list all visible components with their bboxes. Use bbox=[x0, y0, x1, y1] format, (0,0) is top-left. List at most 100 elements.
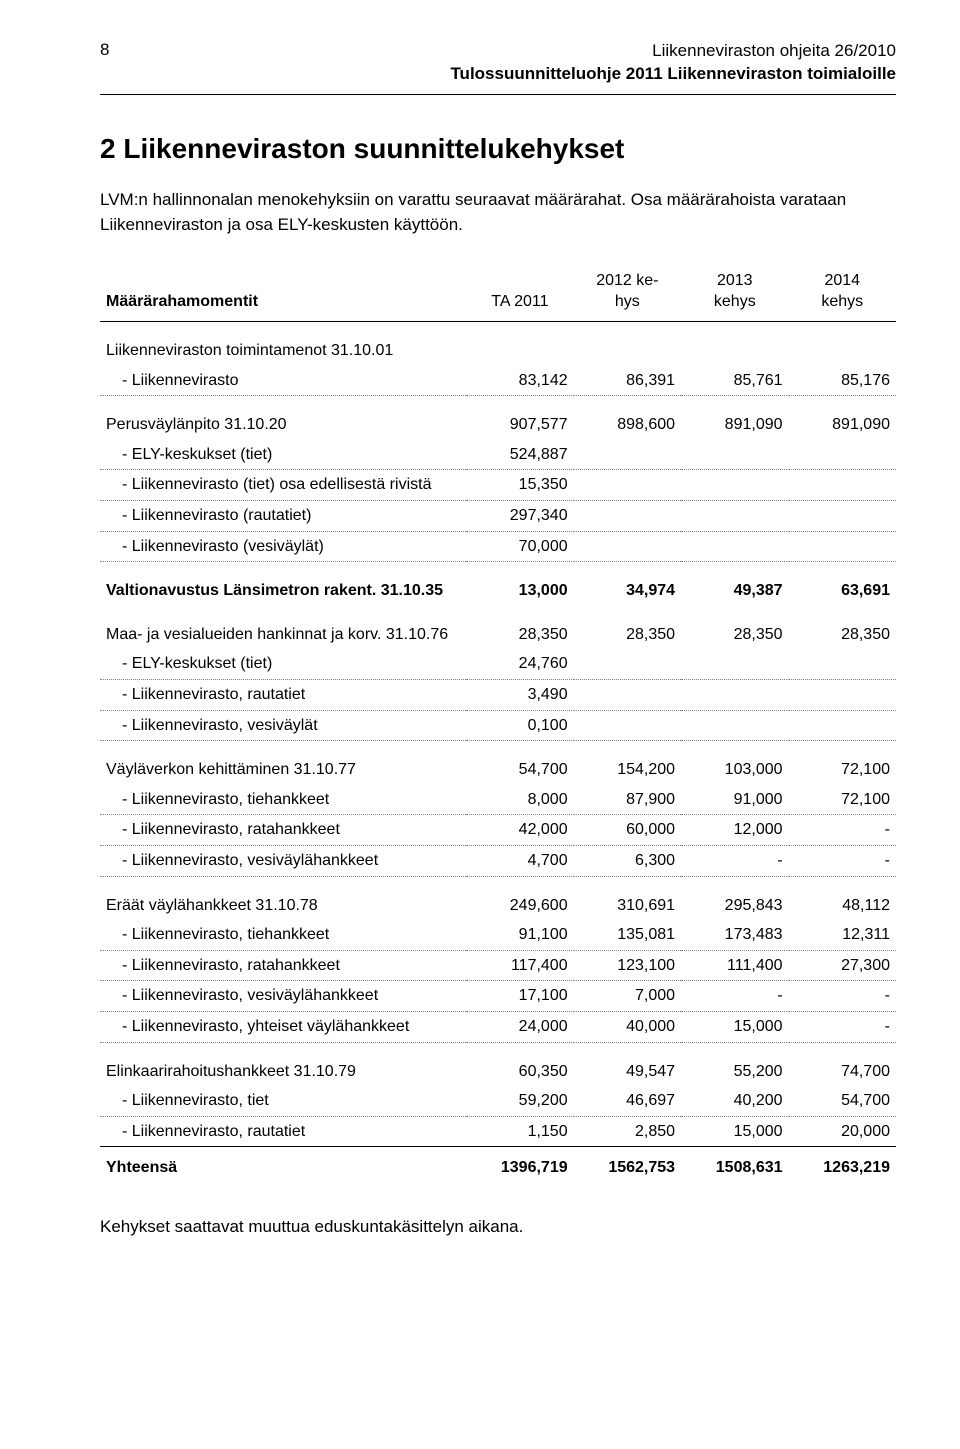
group-header-row: Perusväylänpito 31.10.20907,577898,60089… bbox=[100, 396, 896, 440]
group-value: 28,350 bbox=[466, 606, 573, 650]
header-title: Liikenneviraston ohjeita 26/2010 bbox=[450, 40, 896, 63]
group-value: 55,200 bbox=[681, 1042, 788, 1086]
group-value: 28,350 bbox=[789, 606, 896, 650]
row-value bbox=[789, 440, 896, 470]
group-value: 898,600 bbox=[574, 396, 681, 440]
budget-table: Määrärahamomentit TA 2011 2012 ke-hys 20… bbox=[100, 266, 896, 1183]
row-value: 524,887 bbox=[466, 440, 573, 470]
group-value: 103,000 bbox=[681, 741, 788, 785]
row-label: - Liikennevirasto, rautatiet bbox=[100, 680, 466, 711]
row-value: 6,300 bbox=[574, 845, 681, 876]
group-value: 63,691 bbox=[789, 562, 896, 606]
group-value: 48,112 bbox=[789, 876, 896, 920]
group-label: Valtionavustus Länsimetron rakent. 31.10… bbox=[100, 562, 466, 606]
row-value: 40,200 bbox=[681, 1086, 788, 1116]
group-value: 74,700 bbox=[789, 1042, 896, 1086]
row-value bbox=[681, 680, 788, 711]
table-row: - ELY-keskukset (tiet)524,887 bbox=[100, 440, 896, 470]
group-value: 310,691 bbox=[574, 876, 681, 920]
row-value: 46,697 bbox=[574, 1086, 681, 1116]
total-label: Yhteensä bbox=[100, 1147, 466, 1183]
table-row: - Liikennevirasto (vesiväylät)70,000 bbox=[100, 531, 896, 562]
group-value: 907,577 bbox=[466, 396, 573, 440]
col-year-0: TA 2011 bbox=[466, 266, 573, 322]
col-year-1-text: 2012 ke-hys bbox=[596, 272, 658, 311]
row-value bbox=[574, 710, 681, 741]
table-row: - Liikennevirasto, vesiväylähankkeet17,1… bbox=[100, 981, 896, 1012]
group-label: Eräät väylähankkeet 31.10.78 bbox=[100, 876, 466, 920]
row-value bbox=[789, 649, 896, 679]
row-value: - bbox=[681, 981, 788, 1012]
row-value bbox=[789, 501, 896, 532]
row-value bbox=[681, 531, 788, 562]
row-value bbox=[789, 710, 896, 741]
group-header-row: Valtionavustus Länsimetron rakent. 31.10… bbox=[100, 562, 896, 606]
group-value bbox=[574, 322, 681, 366]
total-value: 1508,631 bbox=[681, 1147, 788, 1183]
group-value bbox=[466, 322, 573, 366]
table-row: - Liikennevirasto, vesiväylähankkeet4,70… bbox=[100, 845, 896, 876]
row-value: 59,200 bbox=[466, 1086, 573, 1116]
table-row: - Liikennevirasto, tiet59,20046,69740,20… bbox=[100, 1086, 896, 1116]
row-label: - Liikennevirasto, tiet bbox=[100, 1086, 466, 1116]
table-row: - Liikennevirasto (rautatiet)297,340 bbox=[100, 501, 896, 532]
table-body: Liikenneviraston toimintamenot 31.10.01 -… bbox=[100, 322, 896, 1183]
row-value bbox=[681, 649, 788, 679]
row-label: - Liikennevirasto, tiehankkeet bbox=[100, 920, 466, 950]
row-value: 24,000 bbox=[466, 1011, 573, 1042]
row-value: 91,000 bbox=[681, 785, 788, 815]
row-value: 85,176 bbox=[789, 366, 896, 396]
row-label: - Liikennevirasto, vesiväylät bbox=[100, 710, 466, 741]
group-value: 49,387 bbox=[681, 562, 788, 606]
row-value: 20,000 bbox=[789, 1116, 896, 1147]
row-value: - bbox=[789, 1011, 896, 1042]
row-value: 15,000 bbox=[681, 1116, 788, 1147]
row-value: 0,100 bbox=[466, 710, 573, 741]
table-header-row: Määrärahamomentit TA 2011 2012 ke-hys 20… bbox=[100, 266, 896, 322]
row-label: - Liikennevirasto (tiet) osa edellisestä… bbox=[100, 470, 466, 501]
col-label: Määrärahamomentit bbox=[100, 266, 466, 322]
row-value: 173,483 bbox=[681, 920, 788, 950]
total-value: 1396,719 bbox=[466, 1147, 573, 1183]
total-value: 1263,219 bbox=[789, 1147, 896, 1183]
group-value: 891,090 bbox=[789, 396, 896, 440]
group-header-row: Maa- ja vesialueiden hankinnat ja korv. … bbox=[100, 606, 896, 650]
group-value: 295,843 bbox=[681, 876, 788, 920]
group-value: 34,974 bbox=[574, 562, 681, 606]
group-value bbox=[681, 322, 788, 366]
col-year-2-text: 2013kehys bbox=[714, 272, 756, 311]
row-value bbox=[574, 470, 681, 501]
row-value: 40,000 bbox=[574, 1011, 681, 1042]
table-row: - Liikennevirasto, ratahankkeet117,40012… bbox=[100, 950, 896, 981]
header-block: Liikenneviraston ohjeita 26/2010 Tulossu… bbox=[450, 40, 896, 86]
row-value bbox=[681, 440, 788, 470]
table-row: - Liikennevirasto, yhteiset väylähankkee… bbox=[100, 1011, 896, 1042]
row-label: - Liikennevirasto, vesiväylähankkeet bbox=[100, 981, 466, 1012]
group-header-row: Liikenneviraston toimintamenot 31.10.01 bbox=[100, 322, 896, 366]
row-value: 135,081 bbox=[574, 920, 681, 950]
col-year-3: 2014kehys bbox=[789, 266, 896, 322]
col-year-1: 2012 ke-hys bbox=[574, 266, 681, 322]
group-value: 28,350 bbox=[574, 606, 681, 650]
row-value: 83,142 bbox=[466, 366, 573, 396]
row-label: - Liikennevirasto, ratahankkeet bbox=[100, 950, 466, 981]
header-rule bbox=[100, 94, 896, 95]
total-row: Yhteensä1396,7191562,7531508,6311263,219 bbox=[100, 1147, 896, 1183]
row-value: 111,400 bbox=[681, 950, 788, 981]
row-value: 27,300 bbox=[789, 950, 896, 981]
row-value: 1,150 bbox=[466, 1116, 573, 1147]
row-value: 2,850 bbox=[574, 1116, 681, 1147]
row-value: 7,000 bbox=[574, 981, 681, 1012]
total-value: 1562,753 bbox=[574, 1147, 681, 1183]
group-value: 13,000 bbox=[466, 562, 573, 606]
group-value: 891,090 bbox=[681, 396, 788, 440]
group-label: Elinkaarirahoitushankkeet 31.10.79 bbox=[100, 1042, 466, 1086]
table-row: - ELY-keskukset (tiet)24,760 bbox=[100, 649, 896, 679]
group-label: Liikenneviraston toimintamenot 31.10.01 bbox=[100, 322, 466, 366]
table-row: - Liikennevirasto, tiehankkeet8,00087,90… bbox=[100, 785, 896, 815]
row-value bbox=[789, 531, 896, 562]
row-value: - bbox=[789, 845, 896, 876]
page-number: 8 bbox=[100, 40, 109, 60]
row-value: 42,000 bbox=[466, 815, 573, 846]
row-value: 12,311 bbox=[789, 920, 896, 950]
